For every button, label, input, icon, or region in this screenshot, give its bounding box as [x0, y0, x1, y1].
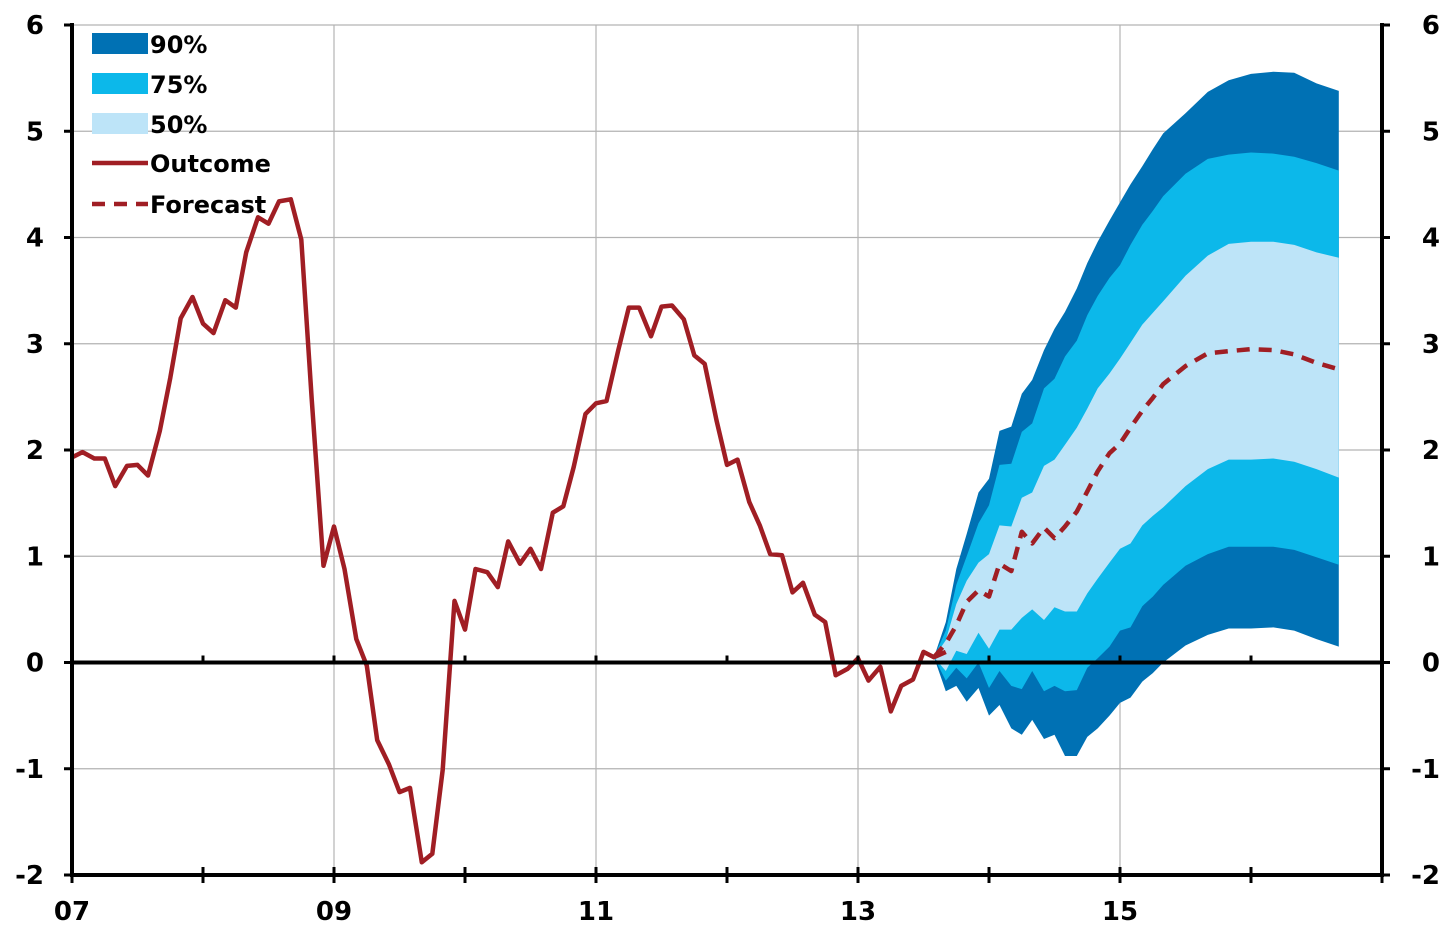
y-tick-label-right: -2: [1411, 861, 1440, 891]
y-tick-label-right: -1: [1411, 755, 1440, 785]
legend: 90% 75% 50% Outcome Forecast: [92, 31, 271, 219]
y-tick-label-right: 2: [1422, 436, 1440, 466]
y-tick-label-left: -1: [15, 755, 44, 785]
y-tick-label-left: 3: [26, 330, 44, 360]
x-tick-label: 07: [54, 897, 90, 927]
series-lines: [70, 197, 1340, 865]
legend-label: Forecast: [150, 191, 266, 219]
x-tick-label: 11: [578, 897, 614, 927]
legend-label: Outcome: [150, 150, 271, 178]
x-tick-labels: 07 09 11 13 15: [54, 897, 1138, 927]
legend-label: 90%: [150, 31, 207, 59]
axes: [64, 23, 1390, 883]
legend-swatch: [92, 113, 148, 134]
forecast-line: [932, 346, 1340, 659]
fan-bands: [934, 71, 1339, 757]
legend-swatch: [92, 33, 148, 54]
legend-swatch: [92, 73, 148, 94]
y-tick-labels-left: -2 -1 0 1 2 3 4 5 6: [15, 11, 44, 891]
gridlines: [72, 24, 1382, 875]
y-tick-label-left: 1: [26, 542, 44, 572]
legend-label: 75%: [150, 71, 207, 99]
y-tick-label-right: 1: [1422, 542, 1440, 572]
y-tick-label-left: 5: [26, 117, 44, 147]
y-tick-label-left: 0: [26, 649, 44, 679]
y-tick-label-left: 4: [26, 224, 44, 254]
y-tick-label-right: 0: [1422, 649, 1440, 679]
y-tick-labels-right: -2 -1 0 1 2 3 4 5 6: [1411, 11, 1440, 891]
y-tick-label-left: 6: [26, 11, 44, 41]
legend-label: 50%: [150, 111, 207, 139]
y-tick-label-right: 4: [1422, 224, 1440, 254]
outcome-line: [70, 197, 947, 865]
x-tick-label: 15: [1102, 897, 1138, 927]
y-tick-label-left: -2: [15, 861, 44, 891]
x-tick-label: 09: [316, 897, 352, 927]
y-tick-label-left: 2: [26, 436, 44, 466]
x-tick-label: 13: [840, 897, 876, 927]
y-tick-label-right: 5: [1422, 117, 1440, 147]
y-tick-label-right: 6: [1422, 11, 1440, 41]
y-tick-label-right: 3: [1422, 330, 1440, 360]
